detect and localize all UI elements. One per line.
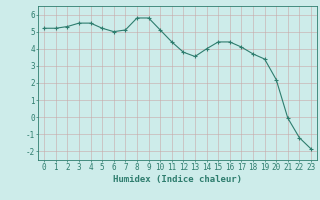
X-axis label: Humidex (Indice chaleur): Humidex (Indice chaleur) (113, 175, 242, 184)
